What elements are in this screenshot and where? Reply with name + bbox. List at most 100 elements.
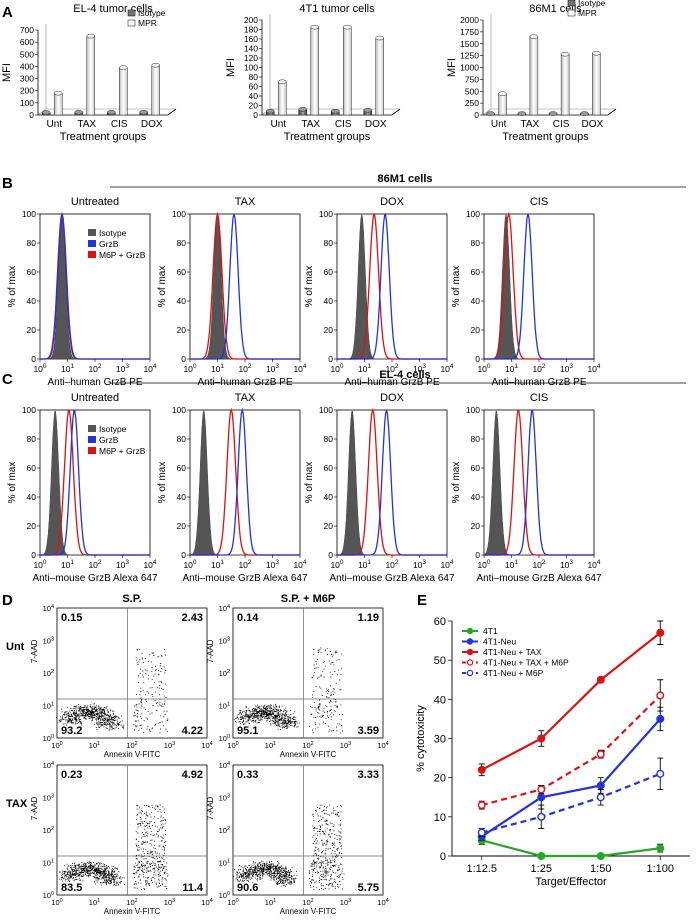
data-point xyxy=(537,793,546,802)
bar-cap xyxy=(375,35,384,41)
x-tick-exponent: 2 xyxy=(542,363,546,370)
quadrant-ul-value: 0.14 xyxy=(237,612,259,624)
x-tick-label: 102 xyxy=(126,741,137,750)
bar-chart-A2: 4T1 tumor cells 0204060801001201401601802… xyxy=(225,3,401,143)
plot-title: Untreated xyxy=(71,392,119,404)
y-tick-label: 1250 xyxy=(460,51,479,61)
x-tick-label: 102 xyxy=(238,559,251,570)
legend-swatch xyxy=(567,0,576,7)
plot-title: TAX xyxy=(235,196,256,208)
x-tick-exponent: 1 xyxy=(514,559,518,566)
x-tick-exponent: 1 xyxy=(97,898,100,904)
x-tick-label: 1:100 xyxy=(646,863,674,875)
grzb-histogram xyxy=(190,407,300,556)
quadrant-ur-value: 3.33 xyxy=(358,769,379,781)
data-point xyxy=(477,801,486,810)
bar-cap xyxy=(119,65,128,70)
bar-cap xyxy=(151,62,160,68)
x-tick-exponent: 0 xyxy=(236,741,239,747)
y-tick-label: 600 xyxy=(20,37,34,47)
y-tick-label: 0 xyxy=(181,354,186,364)
plot-title: Untreated xyxy=(71,196,119,208)
data-point xyxy=(537,852,546,861)
y-tick-label: 60 xyxy=(177,463,187,473)
y-tick-label: 100 xyxy=(466,405,480,415)
bar-mpr xyxy=(86,35,95,116)
x-tick-label: 103 xyxy=(164,898,175,907)
x-tick-exponent: 0 xyxy=(193,559,197,566)
y-tick-label: 100 xyxy=(466,209,480,219)
x-tick-label: 101 xyxy=(505,559,518,570)
x-tick-label: TAX xyxy=(301,119,320,130)
y-axis-label: 7-AAD xyxy=(30,639,39,663)
panel-letter-e: E xyxy=(417,592,427,609)
x-tick-label: 103 xyxy=(116,559,129,570)
bar-cap xyxy=(548,111,558,116)
y-tick-label: 103 xyxy=(219,637,230,646)
y-tick-label: 40 xyxy=(434,694,446,706)
data-point xyxy=(596,750,605,759)
legend-swatch xyxy=(127,19,136,27)
y-tick-label: 0 xyxy=(31,550,36,560)
y-tick-exponent: 4 xyxy=(227,604,230,610)
x-tick-label: 102 xyxy=(126,898,137,907)
bar-mpr xyxy=(151,64,160,116)
y-tick-label: 101 xyxy=(219,859,230,868)
x-tick-exponent: 3 xyxy=(172,898,175,904)
data-point xyxy=(656,844,665,853)
x-tick-exponent: 4 xyxy=(450,363,454,370)
x-axis-label: Annexin V-FITC xyxy=(104,750,161,759)
y-tick-label: 20 xyxy=(471,521,481,531)
x-tick-label: 102 xyxy=(238,363,251,374)
bar-mpr xyxy=(529,36,539,116)
x-tick-exponent: 0 xyxy=(236,898,239,904)
quadrant-lr-value: 11.4 xyxy=(182,882,204,894)
bar-mpr xyxy=(375,37,384,116)
x-tick-exponent: 3 xyxy=(125,363,129,370)
event-dots xyxy=(233,647,343,734)
legend-label: 4T1-Neu + TAX + M6P xyxy=(483,658,569,668)
x-tick-exponent: 3 xyxy=(422,363,426,370)
y-tick-exponent: 1 xyxy=(51,702,54,708)
y-tick-label: 300 xyxy=(20,74,34,84)
legend-label: Isotype xyxy=(578,0,606,8)
legend-label: M6P + GrzB xyxy=(99,446,146,456)
y-axis-label: % of max xyxy=(451,266,462,308)
y-tick-label: 40 xyxy=(324,296,334,306)
y-tick-label: 60 xyxy=(27,463,37,473)
y-axis-label: % of max xyxy=(304,266,315,308)
panel-letter-d: D xyxy=(2,592,13,609)
x-tick-exponent: 1 xyxy=(514,363,518,370)
y-tick-label: 1000 xyxy=(460,63,479,73)
y-tick-label: 500 xyxy=(465,86,479,96)
y-tick-label: 60 xyxy=(324,267,334,277)
bar-mpr xyxy=(498,93,507,116)
quadrant-lr-value: 4.22 xyxy=(182,725,203,737)
x-tick-label: 100 xyxy=(183,363,196,374)
y-tick-label: 750 xyxy=(465,74,479,84)
bar-mpr xyxy=(592,53,601,116)
m6p-histogram xyxy=(337,214,447,360)
y-tick-exponent: 2 xyxy=(227,826,230,832)
bar-mpr xyxy=(560,53,570,116)
x-tick-label: 100 xyxy=(33,363,46,374)
series-line xyxy=(481,694,662,807)
data-point xyxy=(596,781,605,790)
y-tick-label: 40 xyxy=(471,296,481,306)
plot-frame xyxy=(336,213,448,360)
x-tick-exponent: 2 xyxy=(395,559,399,566)
y-tick-label: 60 xyxy=(27,267,37,277)
x-tick-label: CIS xyxy=(553,119,570,130)
y-tick-label: 100 xyxy=(244,63,258,73)
x-tick-exponent: 2 xyxy=(98,559,102,566)
legend-label: 4T1-Neu xyxy=(483,637,516,647)
x-tick-label: 103 xyxy=(413,363,426,374)
x-tick-exponent: 0 xyxy=(340,559,344,566)
x-tick-exponent: 2 xyxy=(542,559,546,566)
bar-cap xyxy=(42,110,51,115)
y-tick-label: 103 xyxy=(219,794,230,803)
x-tick-label: CIS xyxy=(111,119,128,130)
